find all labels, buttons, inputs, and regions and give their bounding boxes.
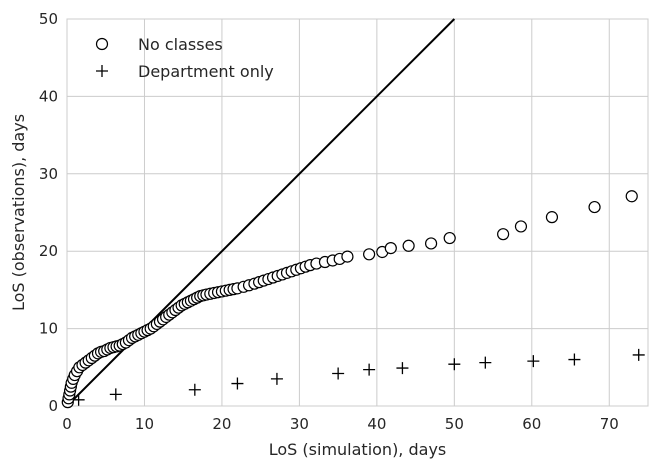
data-point-no-classes — [514, 220, 528, 233]
data-point-department-only — [479, 356, 492, 369]
data-point-no-classes — [545, 211, 559, 224]
legend-label-no-classes: No classes — [138, 35, 223, 54]
y-axis-title: LoS (observations), days — [9, 114, 28, 311]
data-point-no-classes — [384, 242, 397, 255]
data-point-department-only — [568, 353, 581, 366]
tick-labels: 0 10 20 30 40 50 60 70 0 10 20 30 40 50 — [39, 10, 619, 433]
data-marks — [61, 190, 645, 409]
data-point-department-only — [270, 372, 283, 385]
y-tick-label: 20 — [39, 242, 58, 260]
data-point-no-classes — [443, 231, 456, 245]
x-tick-label: 20 — [212, 415, 231, 433]
y-tick-label: 10 — [39, 320, 58, 338]
x-tick-label: 40 — [367, 415, 386, 433]
data-point-no-classes — [625, 190, 638, 203]
data-point-department-only — [109, 388, 122, 401]
data-point-department-only — [231, 377, 244, 390]
data-point-department-only — [527, 355, 540, 368]
y-tick-label: 50 — [39, 10, 58, 28]
legend-marker-no-classes — [95, 37, 109, 51]
data-point-department-only — [448, 358, 461, 371]
y-tick-label: 30 — [39, 165, 58, 183]
data-point-department-only — [72, 393, 85, 406]
legend-marker-department-only — [96, 65, 108, 77]
x-tick-label: 30 — [290, 415, 309, 433]
data-point-no-classes — [341, 250, 354, 263]
x-axis-title: LoS (simulation), days — [269, 440, 447, 459]
data-point-department-only — [363, 363, 376, 376]
legend-label-department-only: Department only — [138, 62, 274, 81]
data-point-no-classes — [497, 228, 510, 241]
data-point-no-classes — [588, 200, 601, 214]
y-tick-label: 40 — [39, 87, 58, 105]
y-tick-label: 0 — [48, 397, 58, 415]
data-point-department-only — [188, 383, 201, 396]
x-tick-label: 0 — [62, 415, 72, 433]
data-point-department-only — [632, 348, 645, 361]
data-point-no-classes — [402, 239, 415, 252]
legend: No classes Department only — [95, 35, 274, 81]
x-tick-label: 50 — [445, 415, 464, 433]
x-tick-label: 70 — [600, 415, 619, 433]
x-tick-label: 60 — [522, 415, 541, 433]
plot-frame — [66, 18, 649, 407]
data-point-department-only — [332, 367, 345, 380]
data-point-no-classes — [363, 248, 376, 261]
x-tick-label: 10 — [135, 415, 154, 433]
data-point-department-only — [396, 362, 409, 375]
data-point-no-classes — [424, 237, 438, 250]
